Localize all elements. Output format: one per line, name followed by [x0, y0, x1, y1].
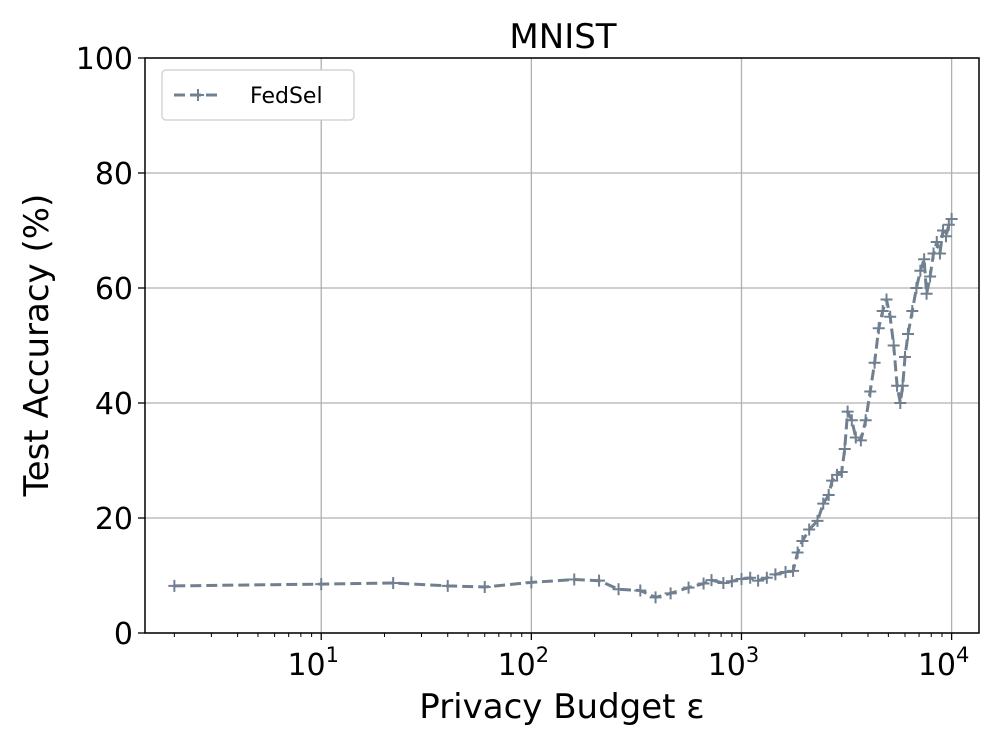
plot-frame — [144, 57, 980, 634]
data-point — [787, 564, 800, 577]
data-point — [835, 466, 848, 478]
data-point — [864, 385, 877, 398]
data-point — [838, 443, 851, 455]
data-point — [478, 581, 491, 593]
y-tick-label: 40 — [95, 387, 133, 422]
data-point — [910, 282, 923, 294]
data-point — [760, 571, 773, 584]
x-tick-label: 103 — [708, 643, 760, 683]
data-point — [872, 322, 885, 335]
data-point — [896, 379, 909, 392]
data-point — [942, 218, 955, 231]
data-point — [803, 523, 816, 536]
data-point — [901, 328, 914, 340]
y-tick-label: 80 — [95, 157, 133, 192]
data-point — [898, 351, 911, 363]
data-point — [752, 574, 765, 587]
data-point — [841, 405, 854, 418]
data-point — [817, 497, 830, 510]
data-point — [937, 224, 950, 237]
data-point — [168, 579, 181, 592]
legend-label: FedSel — [250, 84, 323, 109]
data-point — [697, 577, 710, 590]
y-tick-label: 60 — [95, 272, 133, 307]
legend-marker — [192, 89, 204, 101]
legend-box — [161, 69, 355, 121]
data-point — [884, 310, 897, 323]
x-tick-label: 101 — [287, 643, 339, 683]
data-point — [525, 576, 538, 589]
data-point — [880, 293, 893, 306]
data-point — [939, 230, 952, 243]
data-point — [894, 397, 907, 409]
data-point — [868, 356, 881, 369]
data-point — [769, 568, 782, 581]
data-point — [682, 581, 695, 594]
data-point — [914, 264, 927, 277]
data-point — [612, 583, 625, 596]
x-axis-label: Privacy Budget ε — [419, 687, 704, 727]
data-point — [634, 584, 647, 597]
data-point — [568, 573, 581, 586]
data-point — [725, 575, 738, 588]
data-point — [315, 578, 328, 591]
y-tick-label: 0 — [114, 617, 133, 652]
data-point — [387, 576, 400, 589]
data-point — [920, 287, 933, 300]
data-point — [441, 579, 454, 592]
data-point — [849, 431, 862, 444]
data-point — [649, 591, 662, 604]
y-tick-label: 100 — [76, 42, 133, 77]
data-point — [735, 572, 748, 585]
data-point — [945, 213, 958, 225]
data-point — [791, 546, 804, 559]
data-point — [593, 574, 606, 587]
series-line-fedsel — [174, 218, 953, 599]
data-point — [876, 305, 889, 317]
data-point — [705, 574, 718, 587]
series-layer — [168, 213, 958, 604]
data-point — [811, 514, 824, 527]
x-tick-label: 102 — [498, 643, 550, 683]
data-point — [744, 571, 757, 584]
chart-title: MNIST — [509, 17, 616, 57]
data-point — [930, 236, 943, 248]
data-point — [906, 305, 919, 317]
ticks: 0 20 40 60 80 100 101 102 103 104 — [76, 42, 970, 683]
data-point — [924, 270, 937, 283]
data-point — [933, 247, 946, 260]
y-axis-label: Test Accuracy (%) — [17, 194, 57, 498]
data-point — [779, 566, 792, 579]
data-point — [664, 587, 677, 600]
x-tick-label: 104 — [918, 643, 970, 683]
data-point — [845, 414, 858, 427]
y-tick-label: 20 — [95, 502, 133, 537]
data-point — [796, 535, 809, 547]
data-point — [822, 489, 835, 501]
data-point — [717, 576, 730, 589]
legend: FedSel — [161, 69, 355, 121]
data-point — [854, 434, 867, 447]
data-point — [918, 253, 931, 266]
data-point — [859, 414, 872, 427]
data-point — [887, 339, 900, 352]
